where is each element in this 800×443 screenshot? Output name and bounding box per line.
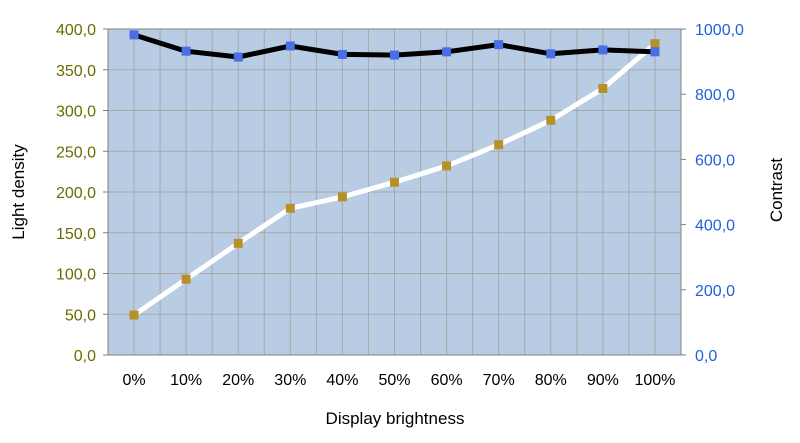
right-tick-label: 1000,0	[695, 22, 744, 39]
series-2-point	[598, 45, 608, 55]
axes	[103, 28, 686, 356]
right-tick-label: 0,0	[695, 348, 717, 365]
series-1-point	[181, 274, 191, 284]
right-axis-title: Contrast	[767, 158, 786, 223]
left-tick-label: 100,0	[56, 267, 96, 284]
x-axis-tick-labels: 0% 10% 20% 30% 40% 50% 60% 70% 80% 90% 100%	[122, 372, 675, 389]
series-1-point	[442, 161, 452, 171]
series-2-point	[285, 41, 295, 51]
left-tick-label: 150,0	[56, 226, 96, 243]
series-1-point	[546, 115, 556, 125]
x-tick-label: 100%	[634, 372, 675, 389]
right-tick-label: 400,0	[695, 218, 735, 235]
gridlines	[108, 29, 681, 355]
series-1-point	[390, 177, 399, 187]
series-1-point	[285, 203, 295, 213]
x-tick-label: 90%	[587, 372, 619, 389]
left-tick-label: 0,0	[74, 348, 96, 365]
series-1-point	[598, 83, 608, 93]
right-tick-label: 200,0	[695, 283, 735, 300]
x-tick-label: 0%	[122, 372, 145, 389]
series-2-point	[181, 46, 191, 56]
x-tick-label: 30%	[274, 372, 306, 389]
left-tick-label: 250,0	[56, 144, 96, 161]
x-axis-title: Display brightness	[326, 409, 465, 428]
left-axis-tick-labels: 0,0 50,0 100,0 150,0 200,0 250,0 300,0 350,0 400…	[56, 22, 96, 365]
x-tick-label: 70%	[483, 372, 515, 389]
series-2-point	[650, 47, 660, 57]
x-tick-label: 60%	[431, 372, 463, 389]
x-tick-label: 50%	[378, 372, 410, 389]
right-axis-tick-labels: 0,0 200,0 400,0 600,0 800,0 1000,0	[695, 22, 744, 365]
x-tick-label: 10%	[170, 372, 202, 389]
right-tick-label: 600,0	[695, 152, 735, 169]
left-tick-label: 300,0	[56, 104, 96, 121]
x-tick-label: 80%	[535, 372, 567, 389]
series-2-point	[337, 49, 347, 59]
x-tick-label: 40%	[326, 372, 358, 389]
series-1-point	[233, 238, 243, 248]
series-1-point	[494, 140, 504, 150]
left-tick-label: 50,0	[65, 307, 96, 324]
left-tick-label: 400,0	[56, 22, 96, 39]
series-2-point	[390, 50, 399, 60]
series-2-point	[442, 47, 452, 57]
x-tick-label: 20%	[222, 372, 254, 389]
series-1-point	[129, 310, 139, 320]
series-2-point	[494, 40, 504, 50]
series-2-point	[129, 30, 139, 40]
series-1-point	[650, 39, 660, 49]
left-tick-label: 200,0	[56, 185, 96, 202]
series-markers	[129, 30, 660, 320]
right-tick-label: 800,0	[695, 87, 735, 104]
series-2-point	[546, 49, 556, 59]
left-axis-title: Light density	[9, 144, 28, 240]
series-1-point	[337, 192, 347, 202]
left-tick-label: 350,0	[56, 63, 96, 80]
series-2-point	[233, 52, 243, 62]
